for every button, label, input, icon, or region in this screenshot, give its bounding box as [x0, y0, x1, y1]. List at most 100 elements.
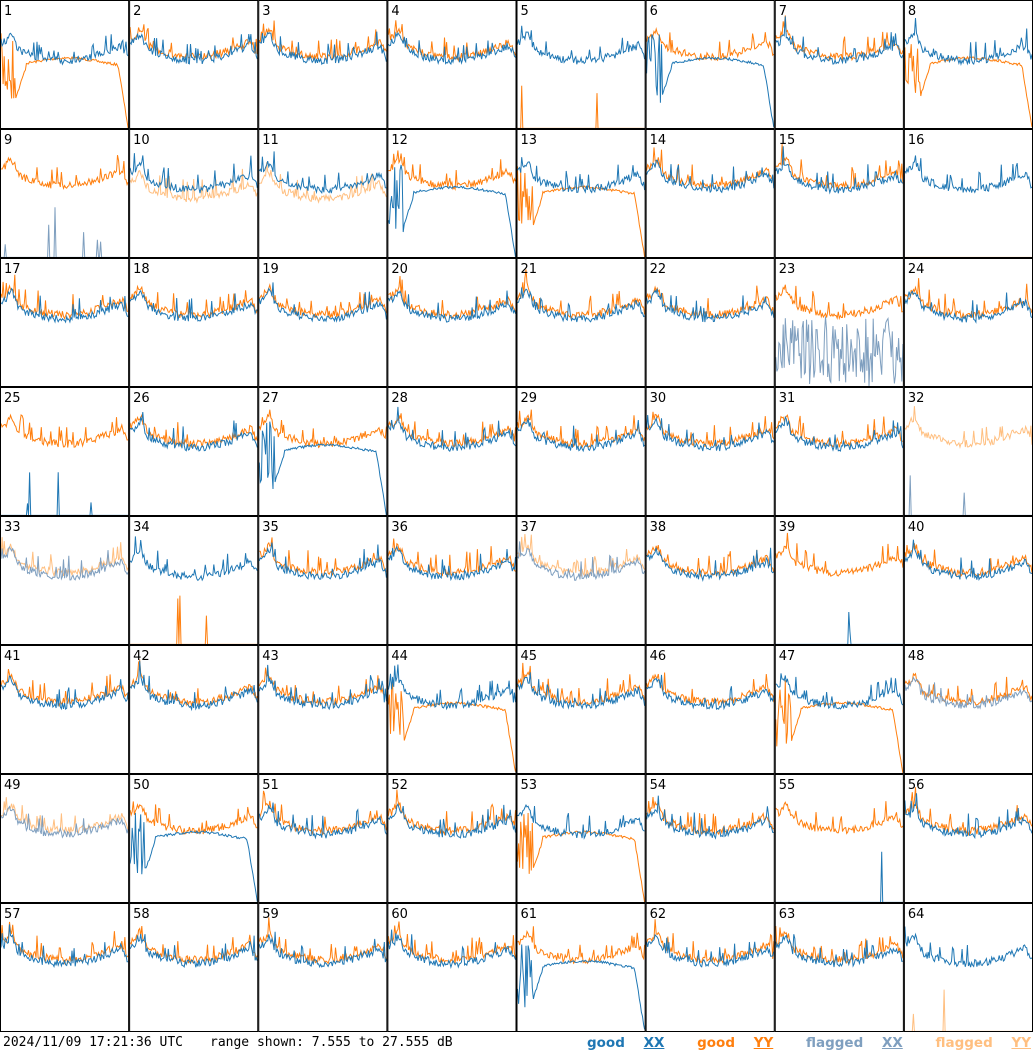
footer: 2024/11/09 17:21:36 UTC range shown: 7.5…	[0, 1032, 1033, 1053]
panel-31: 31	[774, 387, 904, 516]
range-label: range shown: 7.555 to 27.555 dB	[210, 1035, 453, 1050]
series-good-xx-16	[904, 155, 1033, 194]
panel-label-62: 62	[650, 907, 667, 922]
panel-37: 37	[516, 516, 646, 645]
series-good-xx-24	[904, 290, 1033, 324]
panel-border-32	[903, 387, 1033, 516]
series-flagged-xx-48	[904, 676, 1033, 710]
panel-5: 5	[516, 0, 646, 129]
panel-51: 51	[258, 774, 388, 903]
panel-label-35: 35	[262, 520, 279, 535]
panel-label-32: 32	[908, 391, 925, 406]
panel-61: 61	[516, 903, 646, 1032]
panel-label-44: 44	[391, 649, 408, 664]
series-good-xx-2	[129, 33, 258, 65]
series-good-xx-50	[129, 812, 258, 902]
series-good-xx-8	[904, 17, 1033, 67]
series-good-yy-26	[129, 413, 258, 448]
panel-border-34	[129, 516, 259, 645]
panel-50: 50	[129, 774, 259, 903]
panel-30: 30	[645, 387, 775, 516]
panel-label-29: 29	[521, 391, 538, 406]
panel-label-45: 45	[521, 649, 538, 664]
panel-border-50	[129, 774, 259, 903]
series-good-yy-7	[775, 15, 904, 62]
series-good-yy-20	[388, 275, 516, 320]
panel-label-21: 21	[521, 262, 538, 277]
panel-label-10: 10	[133, 133, 150, 148]
panel-label-6: 6	[650, 4, 658, 19]
panel-18: 18	[129, 258, 259, 387]
series-flagged-yy-11	[259, 162, 387, 204]
panel-39: 39	[774, 516, 904, 645]
panel-54: 54	[645, 774, 775, 903]
panel-label-49: 49	[4, 778, 21, 793]
series-good-xx-26	[129, 412, 258, 452]
panel-label-17: 17	[4, 262, 21, 277]
panel-border-53	[516, 774, 646, 903]
panel-border-11	[258, 129, 388, 258]
panel-60: 60	[387, 903, 517, 1032]
panel-2: 2	[129, 0, 259, 129]
panel-border-25	[0, 387, 130, 516]
series-good-yy-23	[775, 284, 903, 321]
panel-6: 6	[645, 0, 775, 129]
panel-53: 53	[516, 774, 646, 903]
panel-9: 9	[0, 129, 130, 258]
series-flagged-yy-10	[129, 168, 258, 204]
panel-border-64	[903, 903, 1033, 1032]
series-good-xx-29	[517, 417, 645, 453]
panel-44: 44	[387, 645, 517, 774]
panel-border-29	[516, 387, 646, 516]
series-good-yy-27	[258, 409, 387, 449]
series-good-yy-14	[646, 147, 775, 190]
panel-28: 28	[387, 387, 517, 516]
panel-border-14	[645, 129, 775, 258]
legend-flagged-xx: flagged XX	[805, 1035, 903, 1051]
panel-59: 59	[258, 903, 388, 1032]
panel-36: 36	[387, 516, 517, 645]
series-good-xx-55	[775, 851, 903, 903]
series-good-xx-5	[517, 25, 646, 65]
panel-border-39	[774, 516, 904, 645]
panel-label-57: 57	[4, 907, 21, 922]
series-good-xx-61	[517, 944, 646, 1030]
series-good-xx-36	[387, 545, 516, 582]
series-good-yy-3	[258, 20, 387, 62]
series-good-xx-4	[387, 31, 516, 66]
series-flagged-yy-49	[0, 797, 129, 836]
series-good-xx-28	[387, 406, 516, 453]
series-good-yy-39	[775, 532, 904, 577]
panel-border-57	[0, 903, 130, 1032]
series-good-xx-22	[646, 288, 775, 323]
panel-border-17	[0, 258, 130, 387]
panel-border-15	[774, 129, 904, 258]
panel-border-38	[645, 516, 775, 645]
series-good-yy-60	[387, 921, 516, 965]
series-good-xx-14	[646, 159, 775, 194]
series-good-yy-52	[387, 789, 516, 836]
series-good-xx-56	[904, 793, 1033, 840]
panel-border-24	[903, 258, 1033, 387]
panel-border-22	[645, 258, 775, 387]
panel-11: 11	[258, 129, 388, 258]
series-good-xx-20	[387, 290, 516, 323]
panel-label-56: 56	[908, 778, 925, 793]
panel-label-39: 39	[779, 520, 796, 535]
series-good-xx-21	[517, 287, 645, 323]
panel-border-47	[774, 645, 904, 774]
panel-58: 58	[129, 903, 259, 1032]
panel-border-63	[774, 903, 904, 1032]
panel-border-2	[129, 0, 259, 129]
series-good-yy-29	[517, 409, 646, 449]
panel-border-55	[774, 774, 904, 903]
series-good-xx-27	[258, 421, 387, 516]
panel-label-14: 14	[650, 133, 667, 148]
series-good-yy-40	[904, 543, 1033, 578]
series-flagged-xx-9	[1, 207, 129, 258]
series-good-yy-59	[258, 917, 387, 965]
series-good-yy-2	[129, 24, 258, 61]
series-good-xx-52	[388, 802, 516, 839]
panel-label-36: 36	[391, 520, 408, 535]
